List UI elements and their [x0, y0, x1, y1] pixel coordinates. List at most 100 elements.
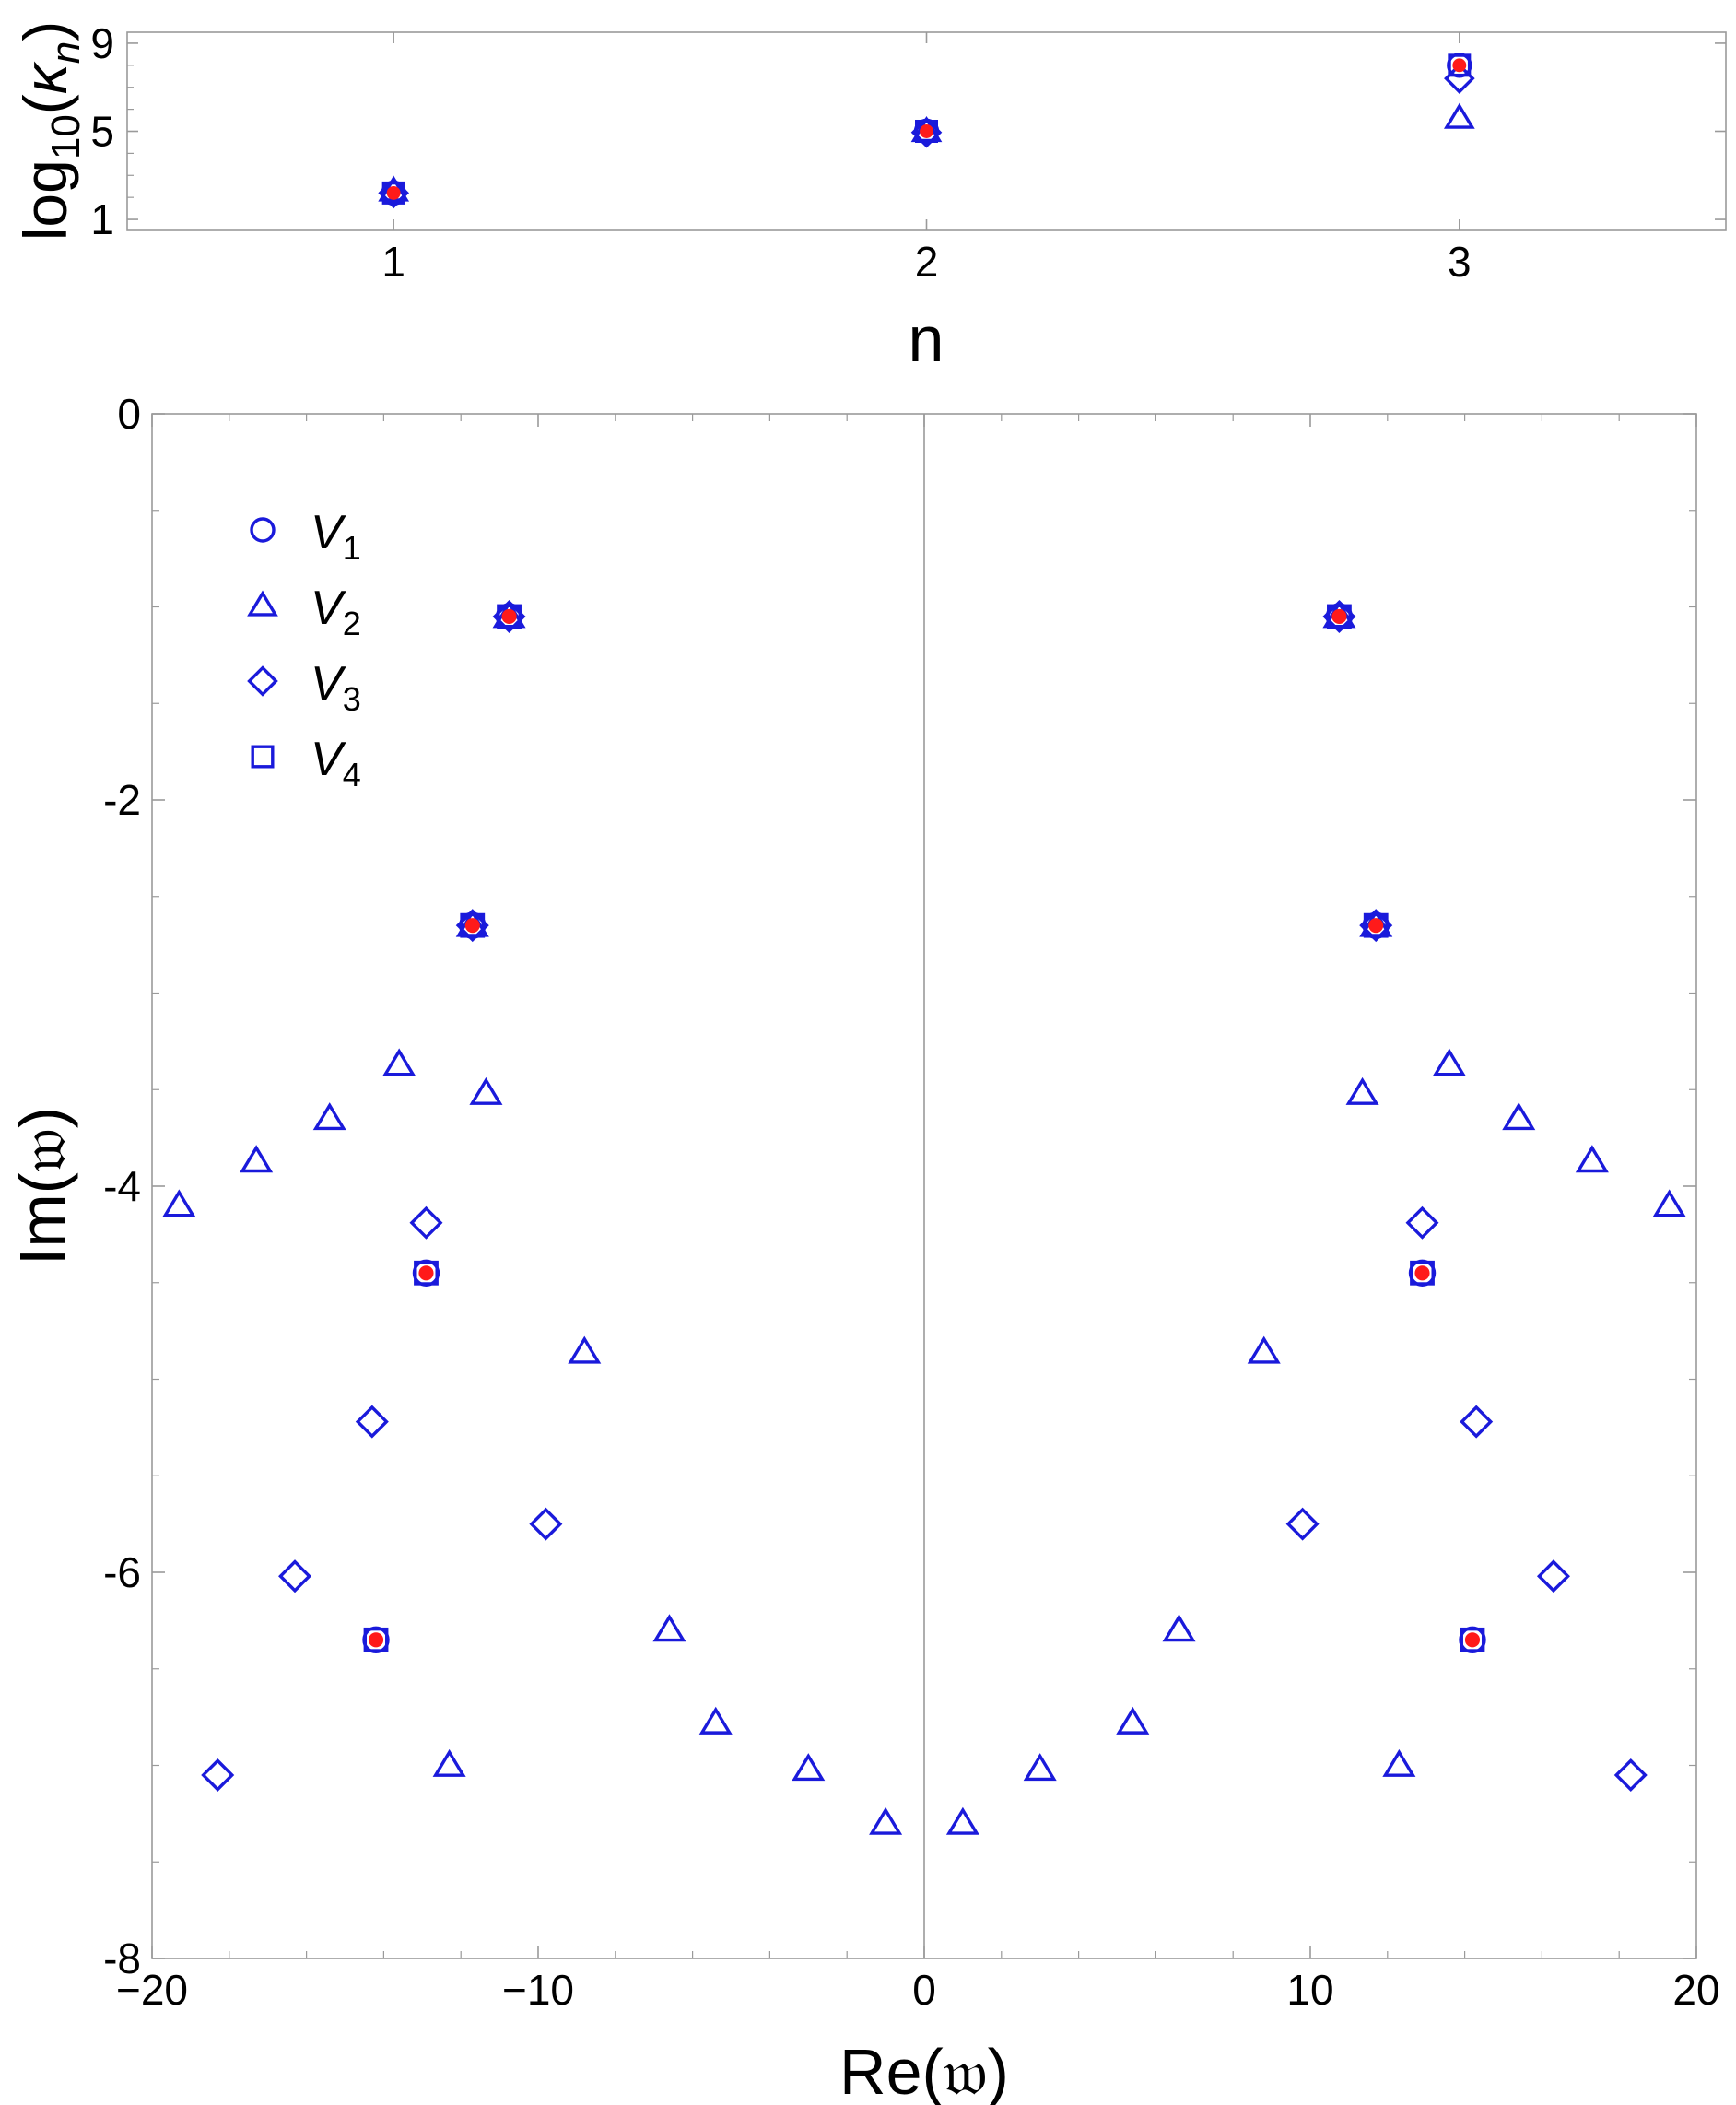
main-marker-triangle	[1116, 1706, 1150, 1735]
main-marker-square	[460, 912, 486, 938]
main-marker-triangle	[1575, 1145, 1609, 1173]
main-marker-overlay-dot	[501, 608, 517, 625]
main-marks	[162, 599, 1686, 1835]
main-marker-triangle	[382, 1048, 416, 1076]
main-marker-triangle	[1432, 1048, 1466, 1076]
main-marker-square	[497, 604, 522, 629]
main-marker-triangle	[568, 1335, 602, 1364]
top-marker-square	[381, 181, 405, 205]
main-marker-triangle	[698, 1706, 733, 1735]
main-marker-triangle	[162, 1189, 196, 1217]
main-y-axis-label: Im(𝔴)	[6, 1107, 78, 1265]
main-marker-overlay-dot	[1414, 1265, 1430, 1281]
main-marker-diamond	[1613, 1758, 1648, 1792]
legend-label: V2	[311, 582, 361, 642]
legend: V1 V2 V3 V4	[247, 506, 361, 794]
main-marker-triangle	[1345, 1076, 1379, 1105]
top-y-label-close: )	[11, 21, 79, 41]
main-marker-overlay-dot	[368, 1632, 384, 1648]
top-y-label-kappa-sub: n	[43, 41, 88, 64]
top-x-axis-label: n	[909, 303, 944, 375]
legend-label: V3	[311, 657, 361, 718]
main-x-axis-label: Re(𝔴)	[839, 2036, 1009, 2105]
svg-text:log10(κn): log10(κn)	[11, 21, 88, 241]
top-marker-overlay-dot	[920, 124, 933, 138]
top-marker-square	[915, 119, 939, 143]
top-marker-square	[1448, 53, 1472, 77]
main-marker-triangle	[945, 1806, 979, 1835]
main-y-tick-label: 0	[117, 390, 141, 438]
main-x-tick-label: −20	[116, 1966, 188, 2014]
top-marker-triangle	[1443, 102, 1475, 129]
main-marker-diamond	[529, 1507, 563, 1541]
main-marker-triangle	[1652, 1189, 1686, 1217]
top-x-tick-label: 1	[381, 238, 405, 286]
top-marker-overlay-dot	[386, 185, 401, 200]
main-y-tick-label: -8	[103, 1934, 141, 1982]
main-marker-square	[414, 1260, 439, 1286]
top-y-label-base: log	[11, 159, 79, 241]
top-y-tick-label: 9	[90, 19, 114, 67]
top-x-tick-label: 3	[1448, 238, 1472, 286]
main-marker-triangle	[1247, 1335, 1281, 1364]
main-marker-overlay-dot	[1368, 918, 1384, 934]
main-x-tick-label: −10	[502, 1966, 574, 2014]
main-marker-triangle	[312, 1102, 346, 1131]
main-marker-overlay-dot	[464, 918, 480, 934]
main-marker-triangle	[240, 1145, 274, 1173]
main-marker-triangle	[432, 1748, 466, 1777]
main-marker-diamond	[1536, 1559, 1570, 1593]
main-marker-triangle	[792, 1753, 826, 1782]
main-marker-square	[1363, 912, 1389, 938]
main-marker-diamond	[409, 1205, 443, 1240]
main-x-tick-label: 10	[1286, 1966, 1333, 2014]
main-x-tick-label: 20	[1672, 1966, 1719, 2014]
main-y-tick-label: -6	[103, 1548, 141, 1596]
legend-label: V1	[311, 506, 361, 567]
main-ticks	[151, 413, 1697, 1959]
main-marker-triangle	[1382, 1748, 1416, 1777]
main-marker-overlay-dot	[1331, 608, 1347, 625]
main-marker-diamond	[1405, 1205, 1439, 1240]
main-marker-overlay-dot	[418, 1265, 434, 1281]
legend-triangle-icon	[247, 590, 278, 617]
main-marker-diamond	[1460, 1405, 1494, 1439]
main-marker-triangle	[652, 1614, 686, 1642]
main-marker-triangle	[1162, 1614, 1196, 1642]
top-ticks	[127, 32, 1726, 230]
top-y-tick-label: 1	[90, 195, 114, 243]
main-marker-triangle	[1023, 1753, 1057, 1782]
main-marker-square	[1410, 1260, 1435, 1286]
legend-diamond-icon	[247, 665, 278, 697]
main-marker-diamond	[355, 1405, 389, 1439]
main-marker-triangle	[869, 1806, 903, 1835]
top-marker-triangle	[378, 175, 410, 202]
main-marker-overlay-dot	[1464, 1632, 1481, 1648]
main-marker-triangle	[469, 1076, 503, 1105]
top-y-tick-label: 5	[90, 108, 114, 156]
main-marker-diamond	[278, 1559, 312, 1593]
main-marker-diamond	[1285, 1507, 1320, 1541]
main-marker-square	[1460, 1627, 1485, 1652]
top-y-label-open: (	[11, 94, 79, 114]
main-y-tick-label: -2	[103, 776, 141, 824]
top-marker-overlay-dot	[1452, 58, 1467, 73]
main-marker-triangle	[1502, 1102, 1536, 1131]
legend-label: V4	[311, 733, 361, 794]
top-y-label-sub: 10	[43, 114, 88, 159]
top-y-axis-label: log10(κn)	[11, 21, 88, 241]
top-marks	[378, 53, 1475, 209]
main-y-tick-label: -4	[103, 1162, 141, 1210]
main-x-tick-label: 0	[912, 1966, 936, 2014]
main-marker-square	[1327, 604, 1352, 629]
top-x-tick-label: 2	[915, 238, 939, 286]
top-y-label-kappa: κ	[11, 61, 79, 94]
top-tick-labels: 1 2 3 1 5 9	[90, 19, 1471, 286]
main-tick-labels: −20 −10 0 10 20 0 -2 -4 -6 -8	[103, 390, 1719, 2014]
main-plot: −20 −10 0 10 20 0 -2 -4 -6 -8 V1 V2 V3 V4 Re(𝔴) Im(𝔴…	[6, 390, 1720, 2105]
legend-square-icon	[251, 745, 275, 769]
main-marker-square	[363, 1627, 389, 1652]
legend-circle-icon	[250, 517, 276, 543]
